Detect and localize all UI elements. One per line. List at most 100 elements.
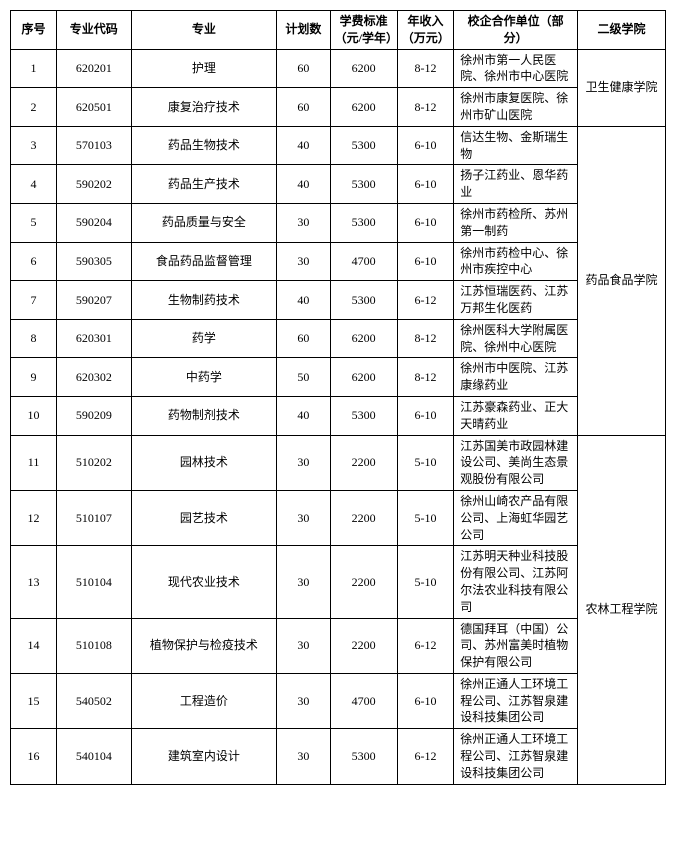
cell-idx: 8	[11, 319, 57, 358]
cell-idx: 9	[11, 358, 57, 397]
header-fee: 学费标准（元/学年）	[330, 11, 397, 50]
cell-college: 卫生健康学院	[577, 49, 665, 126]
cell-income: 6-10	[397, 203, 454, 242]
cell-income: 6-12	[397, 618, 454, 673]
cell-income: 6-12	[397, 729, 454, 784]
cell-fee: 2200	[330, 490, 397, 545]
cell-college: 农林工程学院	[577, 435, 665, 784]
cell-major: 现代农业技术	[131, 546, 277, 618]
cell-fee: 2200	[330, 546, 397, 618]
cell-code: 510202	[57, 435, 131, 490]
cell-fee: 6200	[330, 88, 397, 127]
header-college: 二级学院	[577, 11, 665, 50]
cell-major: 工程造价	[131, 673, 277, 728]
table-row: 7590207生物制药技术4053006-12江苏恒瑞医药、江苏万邦生化医药	[11, 281, 666, 320]
cell-major: 药品质量与安全	[131, 203, 277, 242]
cell-major: 护理	[131, 49, 277, 88]
header-income: 年收入（万元）	[397, 11, 454, 50]
cell-idx: 12	[11, 490, 57, 545]
cell-partner: 江苏恒瑞医药、江苏万邦生化医药	[454, 281, 578, 320]
header-idx: 序号	[11, 11, 57, 50]
cell-partner: 徐州市第一人民医院、徐州市中心医院	[454, 49, 578, 88]
cell-code: 620501	[57, 88, 131, 127]
cell-plan: 60	[277, 49, 330, 88]
cell-fee: 5300	[330, 126, 397, 165]
cell-income: 5-10	[397, 435, 454, 490]
cell-partner: 扬子江药业、恩华药业	[454, 165, 578, 204]
cell-idx: 4	[11, 165, 57, 204]
cell-idx: 1	[11, 49, 57, 88]
cell-plan: 30	[277, 435, 330, 490]
cell-code: 540502	[57, 673, 131, 728]
cell-idx: 7	[11, 281, 57, 320]
cell-major: 药品生产技术	[131, 165, 277, 204]
cell-partner: 徐州山崎农产品有限公司、上海虹华园艺公司	[454, 490, 578, 545]
cell-code: 510107	[57, 490, 131, 545]
cell-fee: 6200	[330, 358, 397, 397]
cell-major: 药品生物技术	[131, 126, 277, 165]
header-row: 序号 专业代码 专业 计划数 学费标准（元/学年） 年收入（万元） 校企合作单位…	[11, 11, 666, 50]
cell-major: 中药学	[131, 358, 277, 397]
cell-income: 5-10	[397, 546, 454, 618]
cell-partner: 德国拜耳（中国）公司、苏州富美时植物保护有限公司	[454, 618, 578, 673]
cell-major: 建筑室内设计	[131, 729, 277, 784]
table-row: 13510104现代农业技术3022005-10江苏明天种业科技股份有限公司、江…	[11, 546, 666, 618]
cell-partner: 徐州市康复医院、徐州市矿山医院	[454, 88, 578, 127]
header-partner: 校企合作单位（部分）	[454, 11, 578, 50]
cell-income: 6-10	[397, 126, 454, 165]
cell-code: 590305	[57, 242, 131, 281]
cell-partner: 徐州医科大学附属医院、徐州中心医院	[454, 319, 578, 358]
cell-idx: 3	[11, 126, 57, 165]
cell-income: 6-12	[397, 281, 454, 320]
cell-partner: 徐州市药检所、苏州第一制药	[454, 203, 578, 242]
cell-plan: 40	[277, 126, 330, 165]
cell-partner: 江苏明天种业科技股份有限公司、江苏阿尔法农业科技有限公司	[454, 546, 578, 618]
cell-fee: 5300	[330, 203, 397, 242]
cell-fee: 6200	[330, 319, 397, 358]
cell-fee: 5300	[330, 165, 397, 204]
table-row: 5590204药品质量与安全3053006-10徐州市药检所、苏州第一制药	[11, 203, 666, 242]
cell-income: 8-12	[397, 88, 454, 127]
cell-income: 5-10	[397, 490, 454, 545]
cell-income: 8-12	[397, 358, 454, 397]
cell-fee: 5300	[330, 281, 397, 320]
cell-plan: 50	[277, 358, 330, 397]
enrollment-table: 序号 专业代码 专业 计划数 学费标准（元/学年） 年收入（万元） 校企合作单位…	[10, 10, 666, 785]
cell-income: 6-10	[397, 242, 454, 281]
cell-fee: 6200	[330, 49, 397, 88]
cell-plan: 30	[277, 729, 330, 784]
table-row: 1620201护理6062008-12徐州市第一人民医院、徐州市中心医院卫生健康…	[11, 49, 666, 88]
cell-income: 8-12	[397, 49, 454, 88]
cell-code: 590202	[57, 165, 131, 204]
cell-major: 康复治疗技术	[131, 88, 277, 127]
cell-partner: 信达生物、金斯瑞生物	[454, 126, 578, 165]
cell-major: 园艺技术	[131, 490, 277, 545]
cell-idx: 2	[11, 88, 57, 127]
cell-major: 药学	[131, 319, 277, 358]
cell-major: 植物保护与检疫技术	[131, 618, 277, 673]
table-row: 3570103药品生物技术4053006-10信达生物、金斯瑞生物药品食品学院	[11, 126, 666, 165]
table-row: 2620501康复治疗技术6062008-12徐州市康复医院、徐州市矿山医院	[11, 88, 666, 127]
cell-income: 8-12	[397, 319, 454, 358]
cell-partner: 江苏国美市政园林建设公司、美尚生态景观股份有限公司	[454, 435, 578, 490]
cell-college: 药品食品学院	[577, 126, 665, 435]
table-row: 11510202园林技术3022005-10江苏国美市政园林建设公司、美尚生态景…	[11, 435, 666, 490]
cell-plan: 30	[277, 490, 330, 545]
table-row: 6590305食品药品监督管理3047006-10徐州市药检中心、徐州市疾控中心	[11, 242, 666, 281]
cell-code: 590204	[57, 203, 131, 242]
cell-fee: 2200	[330, 618, 397, 673]
cell-fee: 4700	[330, 673, 397, 728]
cell-code: 570103	[57, 126, 131, 165]
cell-code: 510108	[57, 618, 131, 673]
cell-plan: 30	[277, 546, 330, 618]
cell-code: 620201	[57, 49, 131, 88]
cell-idx: 10	[11, 396, 57, 435]
table-row: 16540104建筑室内设计3053006-12徐州正通人工环境工程公司、江苏智…	[11, 729, 666, 784]
cell-major: 园林技术	[131, 435, 277, 490]
cell-plan: 60	[277, 319, 330, 358]
cell-fee: 5300	[330, 729, 397, 784]
cell-major: 食品药品监督管理	[131, 242, 277, 281]
table-row: 4590202药品生产技术4053006-10扬子江药业、恩华药业	[11, 165, 666, 204]
cell-income: 6-10	[397, 396, 454, 435]
cell-idx: 13	[11, 546, 57, 618]
